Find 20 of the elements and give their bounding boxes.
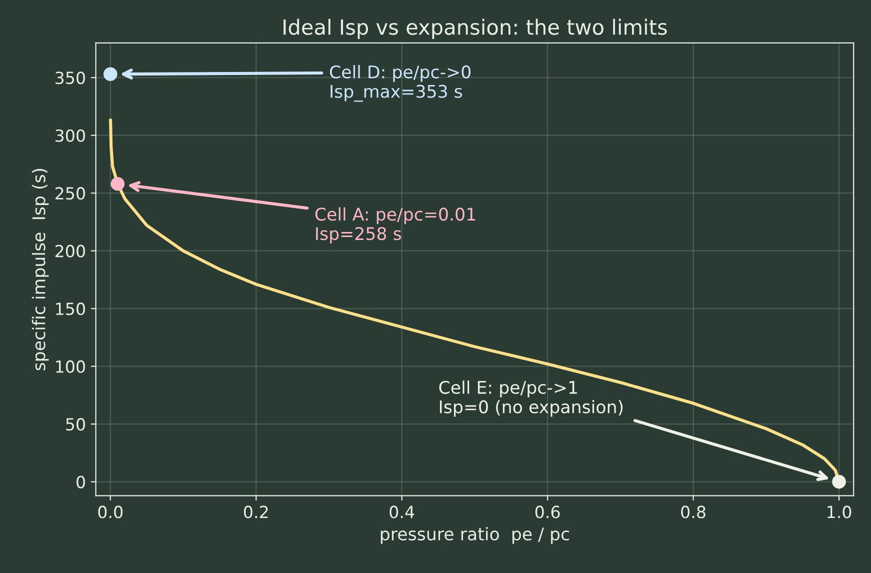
x-tick-label: 1.0: [828, 506, 852, 518]
y-tick-label: 350: [56, 72, 85, 84]
y-axis-title: specific impulse Isp (s): [32, 168, 49, 370]
x-tick-label: 0.0: [98, 506, 123, 518]
y-tick-label: 300: [56, 129, 85, 142]
x-tick-label: 0.8: [681, 506, 706, 518]
annotation: Cell A: pe/pc=0.01 Isp=258 s: [315, 207, 476, 244]
y-tick-label: 50: [66, 418, 85, 431]
y-tick-label: 100: [56, 360, 85, 373]
chart-title: Ideal Isp vs expansion: the two limits: [284, 18, 667, 39]
x-axis-title: pressure ratio pe / pc: [380, 527, 569, 544]
y-tick-label: 150: [56, 302, 85, 316]
annotation: Cell E: pe/pc->1 Isp=0 (no expansion): [439, 380, 623, 417]
y-tick-label: 250: [55, 187, 85, 200]
annotation: Cell D: pe/pc->0 Isp_max=353 s: [330, 65, 470, 102]
x-tick-label: 0.4: [390, 506, 414, 518]
y-tick-label: 0: [76, 476, 85, 488]
y-tick-label: 200: [55, 244, 85, 258]
x-tick-label: 0.6: [535, 506, 560, 518]
x-tick-label: 0.2: [244, 506, 268, 518]
